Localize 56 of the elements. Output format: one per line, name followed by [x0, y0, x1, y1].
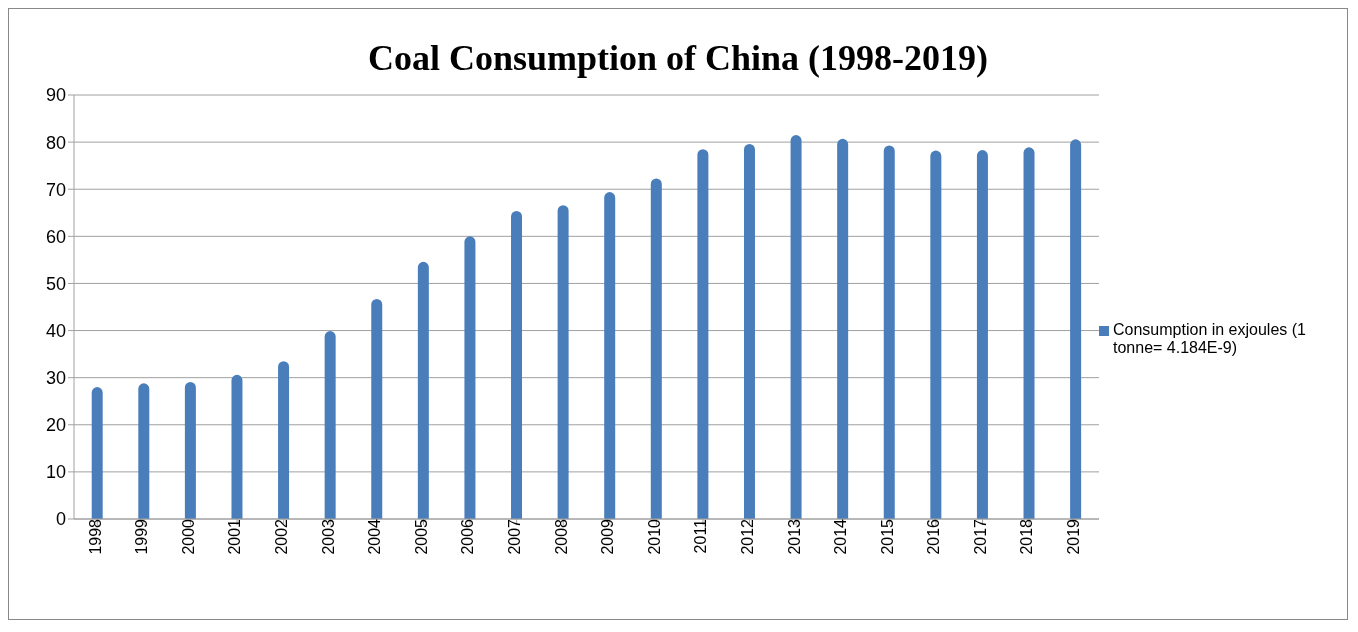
bar [790, 135, 802, 519]
y-tick-label: 30 [45, 368, 66, 389]
x-tick-label: 2005 [412, 518, 430, 555]
x-tick-label: 2016 [925, 518, 943, 555]
y-tick-label: 0 [55, 509, 66, 530]
bar [883, 145, 895, 519]
x-tick-label: 2009 [599, 518, 617, 555]
bar [324, 331, 336, 519]
x-tick-label: 2015 [878, 518, 896, 555]
x-tick-label: 2003 [319, 518, 337, 555]
bar [511, 210, 523, 519]
x-tick-label: 2014 [832, 518, 850, 555]
x-tick-label: 1999 [133, 518, 151, 555]
chart-title: Coal Consumption of China (1998-2019) [366, 37, 990, 79]
bar [464, 236, 476, 519]
bar [184, 381, 196, 519]
x-tick-label: 2019 [1065, 518, 1083, 555]
y-tick-label: 80 [45, 132, 66, 153]
x-tick-label: 2011 [692, 518, 710, 554]
x-tick-label: 2006 [459, 518, 477, 555]
y-tick-label: 10 [45, 462, 66, 483]
y-tick-label: 20 [45, 415, 66, 436]
x-tick-label: 2007 [505, 518, 523, 555]
bar [371, 298, 383, 519]
x-tick-label: 2004 [366, 518, 384, 555]
y-tick-label: 50 [45, 273, 66, 294]
y-tick-label: 40 [45, 320, 66, 341]
x-tick-label: 2001 [226, 518, 244, 555]
bar [557, 205, 569, 519]
bar [417, 261, 429, 519]
x-tick-label: 2002 [273, 518, 291, 555]
bar [837, 138, 849, 519]
bar [1023, 147, 1035, 519]
bar [138, 383, 150, 519]
bar [1070, 139, 1082, 519]
x-tick-label: 2008 [552, 518, 570, 555]
x-tick-label: 2010 [645, 518, 663, 555]
bar [743, 144, 755, 519]
bar [976, 150, 988, 519]
bar [930, 150, 942, 519]
x-tick-label: 2013 [785, 518, 803, 555]
legend-label: Consumption in exjoules (1 tonne= 4.184E-9) [1113, 321, 1307, 357]
bar [231, 374, 243, 519]
x-tick-label: 2000 [179, 518, 197, 555]
x-tick-label: 2018 [1018, 518, 1036, 555]
bar [278, 361, 290, 519]
bar [91, 387, 103, 519]
bar [697, 149, 709, 519]
y-tick-label: 70 [45, 179, 66, 200]
x-tick-label: 2012 [738, 518, 756, 555]
x-tick-label: 2017 [971, 518, 989, 555]
y-tick-label: 60 [45, 226, 66, 247]
bar [650, 178, 662, 519]
bar [604, 192, 616, 519]
x-tick-label: 1998 [86, 518, 104, 555]
y-tick-label: 90 [45, 85, 66, 106]
